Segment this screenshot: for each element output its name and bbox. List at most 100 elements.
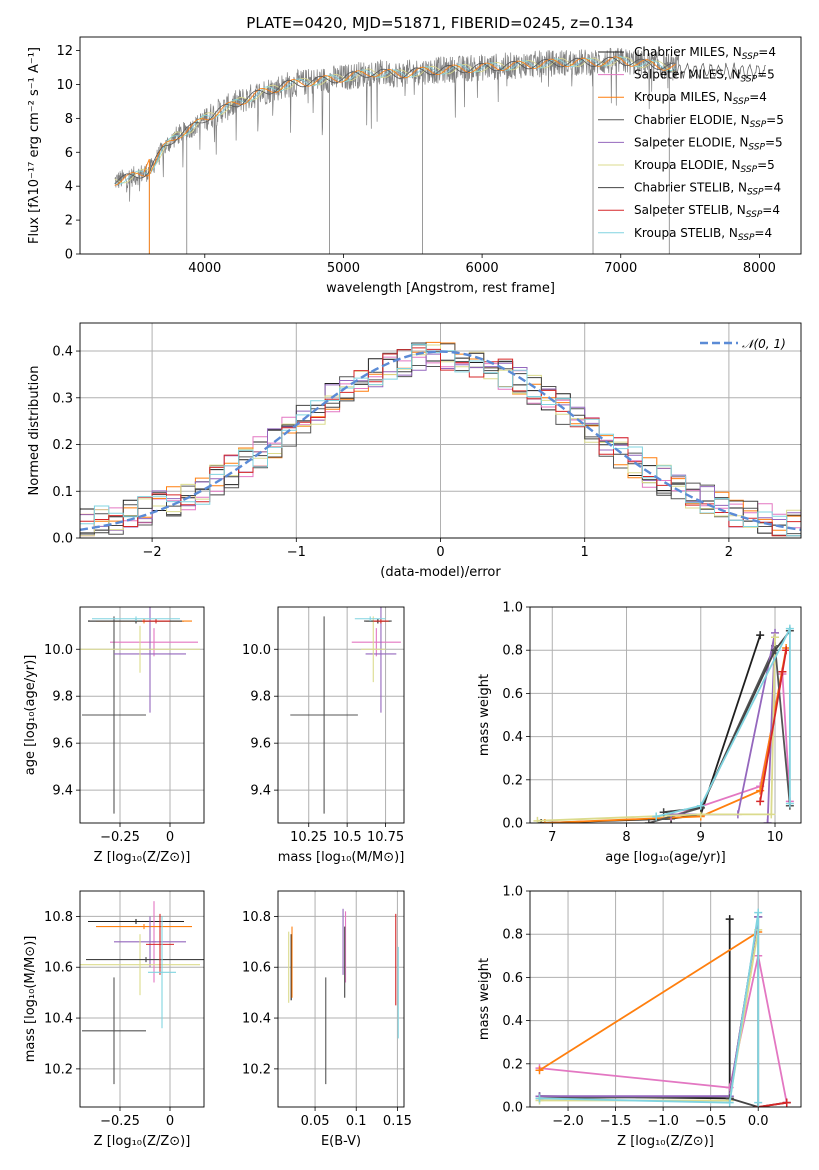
weight_vs_Z-grid — [530, 890, 801, 1108]
weight-vs-Z-line — [539, 931, 759, 1072]
axes-frame — [529, 890, 802, 1108]
legend-label: Salpeter STELIB, NSSP=4 — [634, 203, 780, 220]
weight-marker — [535, 1066, 544, 1075]
y-tick-label: 10.0 — [44, 643, 73, 658]
y-tick-label: 9.6 — [52, 737, 73, 752]
y-tick-label: 0.0 — [52, 532, 73, 547]
weight_vs_age-axes: 7 8 9 10 0.0 0.2 0.4 0.6 0.8 1.0 age [log₁₀(age/yr… — [477, 601, 802, 865]
weight-marker — [782, 646, 791, 655]
legend-label: 𝒩(0, 1) — [742, 337, 786, 351]
x-tick-label: 0 — [436, 545, 444, 560]
age_vs_mass-data — [290, 607, 401, 814]
y-tick-label: 0.4 — [52, 345, 73, 360]
y-tick-label: 10.0 — [242, 643, 271, 658]
weight-marker — [785, 799, 794, 808]
x-tick-label: 5000 — [327, 261, 360, 276]
weight_vs_Z-axes: −2.0 −1.5 −1.0 −0.5 0.0 0.0 0.2 0.4 0.6 0.8 1.0 Z [… — [477, 885, 802, 1149]
model-spectrum-line — [114, 56, 676, 185]
age_vs_mass-xlabel: mass [log₁₀(M/M⊙)] — [278, 850, 405, 865]
spectrum-legend: Chabrier MILES, NSSP=4 Salpeter MILES, NS… — [598, 45, 784, 243]
legend-label: Chabrier STELIB, NSSP=4 — [634, 181, 781, 198]
weight-marker — [754, 908, 763, 917]
x-tick-label: 0 — [166, 830, 174, 845]
axes-frame — [79, 322, 802, 539]
y-tick-label: 10.8 — [242, 910, 271, 925]
model-tail-line — [673, 62, 766, 80]
x-tick-label: −0.5 — [695, 1114, 727, 1129]
spectrum-data — [114, 47, 766, 254]
y-tick-label: 10.6 — [44, 961, 73, 976]
age_vs_Z-data — [80, 607, 200, 814]
y-tick-label: 0.4 — [502, 730, 523, 745]
spectrum-axes: 4000 5000 6000 7000 8000 0 2 4 6 8 10 12 wavelength … — [27, 36, 802, 296]
axes-frame — [79, 890, 205, 1108]
axes-frame — [277, 606, 405, 824]
weight_vs_age-data — [533, 624, 794, 823]
y-tick-label: 9.4 — [52, 784, 73, 799]
y-tick-label: 12 — [56, 44, 73, 59]
legend-label: Salpeter ELODIE, NSSP=5 — [634, 135, 783, 152]
y-tick-label: 8 — [65, 112, 73, 127]
legend-label: Salpeter MILES, NSSP=5 — [634, 68, 775, 85]
y-tick-label: 0 — [65, 248, 73, 263]
y-tick-label: 0.6 — [502, 971, 523, 986]
age_vs_Z-axes: −0.25 0 9.4 9.6 9.8 10.0 Z [log₁₀(Z/Z⊙)] age [l… — [23, 606, 205, 865]
spectrum-xlabel: wavelength [Angstrom, rest frame] — [326, 281, 555, 296]
weight-vs-Z-line — [539, 916, 760, 1098]
x-tick-label: 0 — [166, 1114, 174, 1129]
mass_vs_Z-xlabel: Z [log₁₀(Z/Z⊙)] — [94, 1134, 191, 1149]
y-tick-label: 0.2 — [502, 1057, 523, 1072]
x-tick-label: 0.05 — [301, 1114, 330, 1129]
mass_vs_ebv-data — [288, 908, 399, 1085]
axes-frame — [79, 36, 802, 255]
y-tick-label: 0.8 — [502, 644, 523, 659]
legend-label: Chabrier ELODIE, NSSP=5 — [634, 113, 784, 130]
x-tick-label: 7000 — [604, 261, 637, 276]
x-tick-label: 4000 — [188, 261, 221, 276]
x-tick-label: 9 — [697, 830, 705, 845]
axes-frame — [79, 606, 205, 824]
y-tick-label: 10.6 — [242, 961, 271, 976]
mass_vs_Z-axes: −0.25 0 10.2 10.4 10.6 10.8 Z [log₁₀(Z/Z⊙)] mas… — [23, 890, 205, 1149]
mass_vs_ebv-grid — [278, 891, 404, 1107]
y-tick-label: 9.8 — [52, 690, 73, 705]
y-tick-label: 0.3 — [52, 391, 73, 406]
x-tick-label: 7 — [548, 830, 556, 845]
weight-vs-Z-line — [758, 1101, 787, 1107]
weight-marker — [652, 812, 661, 821]
weight-marker — [763, 819, 772, 823]
y-tick-label: 0.0 — [502, 817, 523, 832]
weight-marker — [778, 667, 787, 676]
weight-marker — [771, 646, 780, 655]
weight-marker — [754, 1098, 763, 1107]
y-tick-label: 9.6 — [250, 737, 271, 752]
y-tick-label: 0.2 — [52, 438, 73, 453]
model-spectrum-line — [114, 56, 676, 185]
model-spectrum-line — [114, 56, 676, 186]
weight-vs-age-line — [544, 647, 788, 823]
weight_vs_Z-ylabel: mass weight — [477, 958, 492, 1040]
weight-marker — [785, 624, 794, 633]
weight-vs-age-line — [655, 628, 791, 818]
weight-marker — [771, 633, 780, 642]
weight-marker — [782, 1098, 791, 1107]
model-spectrum-line — [114, 56, 676, 184]
residuals-axes: −2 −1 0 1 2 0.0 0.1 0.2 0.3 0.4 (data-model)/error… — [27, 322, 802, 580]
y-tick-label: 0.4 — [502, 1014, 523, 1029]
weight-vs-age-line — [541, 634, 762, 823]
x-tick-label: −2 — [143, 545, 162, 560]
x-tick-label: 2 — [725, 545, 733, 560]
weight_vs_age-ylabel: mass weight — [477, 674, 492, 756]
y-tick-label: 0.6 — [502, 687, 523, 702]
x-tick-label: 8 — [622, 830, 630, 845]
mass_vs_ebv-axes: 0.05 0.1 0.15 10.2 10.4 10.6 10.8 E(B-V) — [242, 890, 412, 1149]
x-tick-label: −0.25 — [100, 830, 140, 845]
x-tick-label: −2.0 — [552, 1114, 584, 1129]
x-tick-label: −1 — [287, 545, 306, 560]
x-tick-label: 0.0 — [748, 1114, 769, 1129]
x-tick-label: 10 — [767, 830, 784, 845]
weight_vs_age-xlabel: age [log₁₀(age/yr)] — [605, 850, 726, 865]
x-tick-label: 0.15 — [383, 1114, 412, 1129]
y-tick-label: 9.8 — [250, 690, 271, 705]
